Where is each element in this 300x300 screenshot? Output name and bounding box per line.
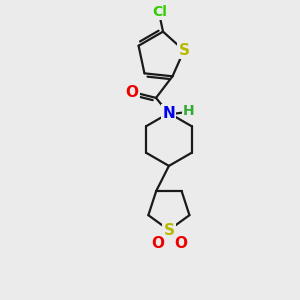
Text: O: O (125, 85, 139, 100)
Text: S: S (178, 43, 190, 58)
Text: Cl: Cl (153, 5, 167, 19)
Text: O: O (174, 236, 187, 251)
Text: N: N (163, 106, 175, 121)
Text: N: N (163, 106, 175, 121)
Text: H: H (183, 104, 195, 118)
Text: O: O (151, 236, 164, 251)
Text: S: S (164, 223, 174, 238)
